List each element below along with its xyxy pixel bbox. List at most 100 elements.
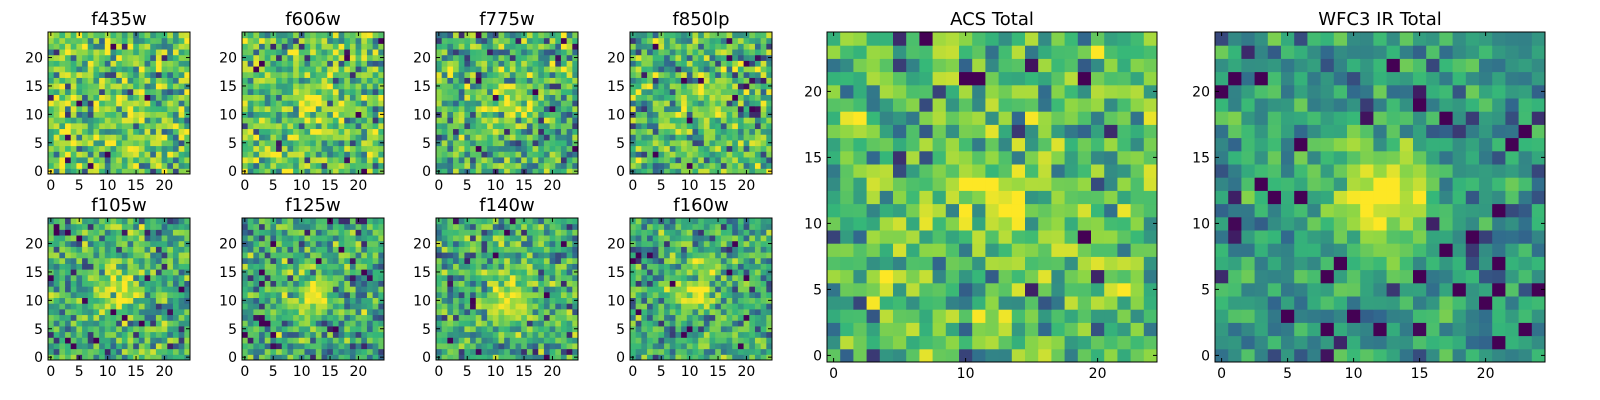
heatmap-cell <box>144 54 151 61</box>
heatmap-cell <box>144 325 151 333</box>
heatmap-cell <box>743 162 750 169</box>
heatmap-cell <box>521 100 528 107</box>
heatmap-cell <box>652 105 659 113</box>
heatmap-cell <box>504 71 511 78</box>
heatmap-cell <box>76 117 83 124</box>
heatmap-cell <box>703 77 711 84</box>
heatmap-cell <box>310 229 317 236</box>
heatmap-cell <box>515 66 522 73</box>
heatmap-cell <box>53 286 60 293</box>
heatmap-cell <box>906 190 920 205</box>
heatmap-cell <box>127 77 134 84</box>
heatmap-cell <box>447 269 454 276</box>
heatmap-cell <box>332 342 340 350</box>
heatmap-cell <box>53 269 60 276</box>
heatmap-cell <box>1038 322 1052 337</box>
heatmap-cell <box>447 303 454 310</box>
heatmap-cell <box>566 151 573 158</box>
heatmap-cell <box>247 111 254 118</box>
heatmap-cell <box>906 71 920 86</box>
heatmap-cell <box>287 49 294 56</box>
heatmap-cell <box>104 297 111 304</box>
heatmap-cell <box>543 83 551 90</box>
heatmap-cell <box>1064 243 1079 257</box>
heatmap-cell <box>866 256 881 271</box>
heatmap-cell <box>726 134 733 141</box>
heatmap-cell <box>827 230 841 244</box>
heatmap-cell <box>378 303 385 310</box>
heatmap-cell <box>470 54 477 61</box>
heatmap-cell <box>247 37 254 44</box>
heatmap-cell <box>270 60 277 67</box>
heatmap-cell <box>566 117 573 124</box>
heatmap-cell <box>184 32 191 39</box>
heatmap-cell <box>1104 282 1118 297</box>
heatmap-cell <box>338 139 345 147</box>
heatmap-cell <box>378 348 385 355</box>
heatmap-cell <box>110 303 117 310</box>
heatmap-cell <box>959 322 973 337</box>
heatmap-cell <box>315 274 323 281</box>
heatmap-cell <box>572 122 579 130</box>
heatmap-cell <box>509 88 517 95</box>
heatmap-cell <box>1025 150 1039 165</box>
heatmap-cell <box>853 58 868 73</box>
heatmap-cell <box>447 134 454 141</box>
heatmap-cell <box>121 280 129 287</box>
axes-frame <box>47 31 191 175</box>
heatmap-cell <box>104 139 111 147</box>
heatmap-cell <box>441 32 448 39</box>
heatmap-cell <box>310 105 317 113</box>
heatmap-cell <box>566 54 573 61</box>
heatmap-cell <box>178 291 185 299</box>
heatmap-cell <box>492 280 499 287</box>
heatmap-cell <box>919 309 934 323</box>
heatmap-cell <box>184 235 191 242</box>
heatmap-cell <box>1077 58 1092 73</box>
heatmap-cell <box>932 269 947 284</box>
heatmap-cell <box>945 256 960 271</box>
heatmap-cell <box>532 83 539 90</box>
heatmap-cell <box>487 291 494 299</box>
heatmap-cell <box>332 308 340 316</box>
heatmap-cell <box>475 37 482 44</box>
heatmap-cell <box>441 111 448 118</box>
heatmap-cell <box>242 37 249 44</box>
heatmap-cell <box>184 117 191 124</box>
heatmap-cell <box>53 117 60 124</box>
heatmap-cell <box>48 274 55 281</box>
heatmap-cell <box>99 49 106 56</box>
heatmap-cell <box>116 246 123 253</box>
heatmap-cell <box>281 122 288 130</box>
heatmap-cell <box>150 257 157 264</box>
heatmap-cell <box>647 88 654 95</box>
heatmap-cell <box>509 71 517 78</box>
heatmap-cell <box>1025 216 1039 231</box>
heatmap-cell <box>338 43 345 50</box>
heatmap-cell <box>972 322 986 337</box>
panel-title: f125w <box>285 195 340 216</box>
heatmap-cell <box>82 263 89 270</box>
heatmap-cell <box>906 296 920 310</box>
heatmap-cell <box>464 88 471 95</box>
heatmap-cell <box>338 100 345 107</box>
heatmap-cell <box>635 49 642 56</box>
heatmap-cell <box>259 100 266 107</box>
heatmap-cell <box>475 348 482 355</box>
heatmap-cell <box>349 331 357 338</box>
heatmap-cell <box>287 122 294 130</box>
heatmap-cell <box>167 122 174 130</box>
heatmap-cell <box>766 134 773 141</box>
heatmap-cell <box>919 150 934 165</box>
heatmap-cell <box>492 37 499 44</box>
heatmap-cell <box>972 150 986 165</box>
heatmap-cell <box>487 337 494 344</box>
heatmap-cell <box>447 280 454 287</box>
heatmap-cell <box>259 286 266 293</box>
heatmap-cell <box>253 32 260 39</box>
heatmap-cell <box>737 156 745 164</box>
heatmap-cell <box>515 280 522 287</box>
heatmap-cell <box>87 100 94 107</box>
heatmap-cell <box>1077 230 1092 244</box>
heatmap-cell <box>82 134 89 141</box>
